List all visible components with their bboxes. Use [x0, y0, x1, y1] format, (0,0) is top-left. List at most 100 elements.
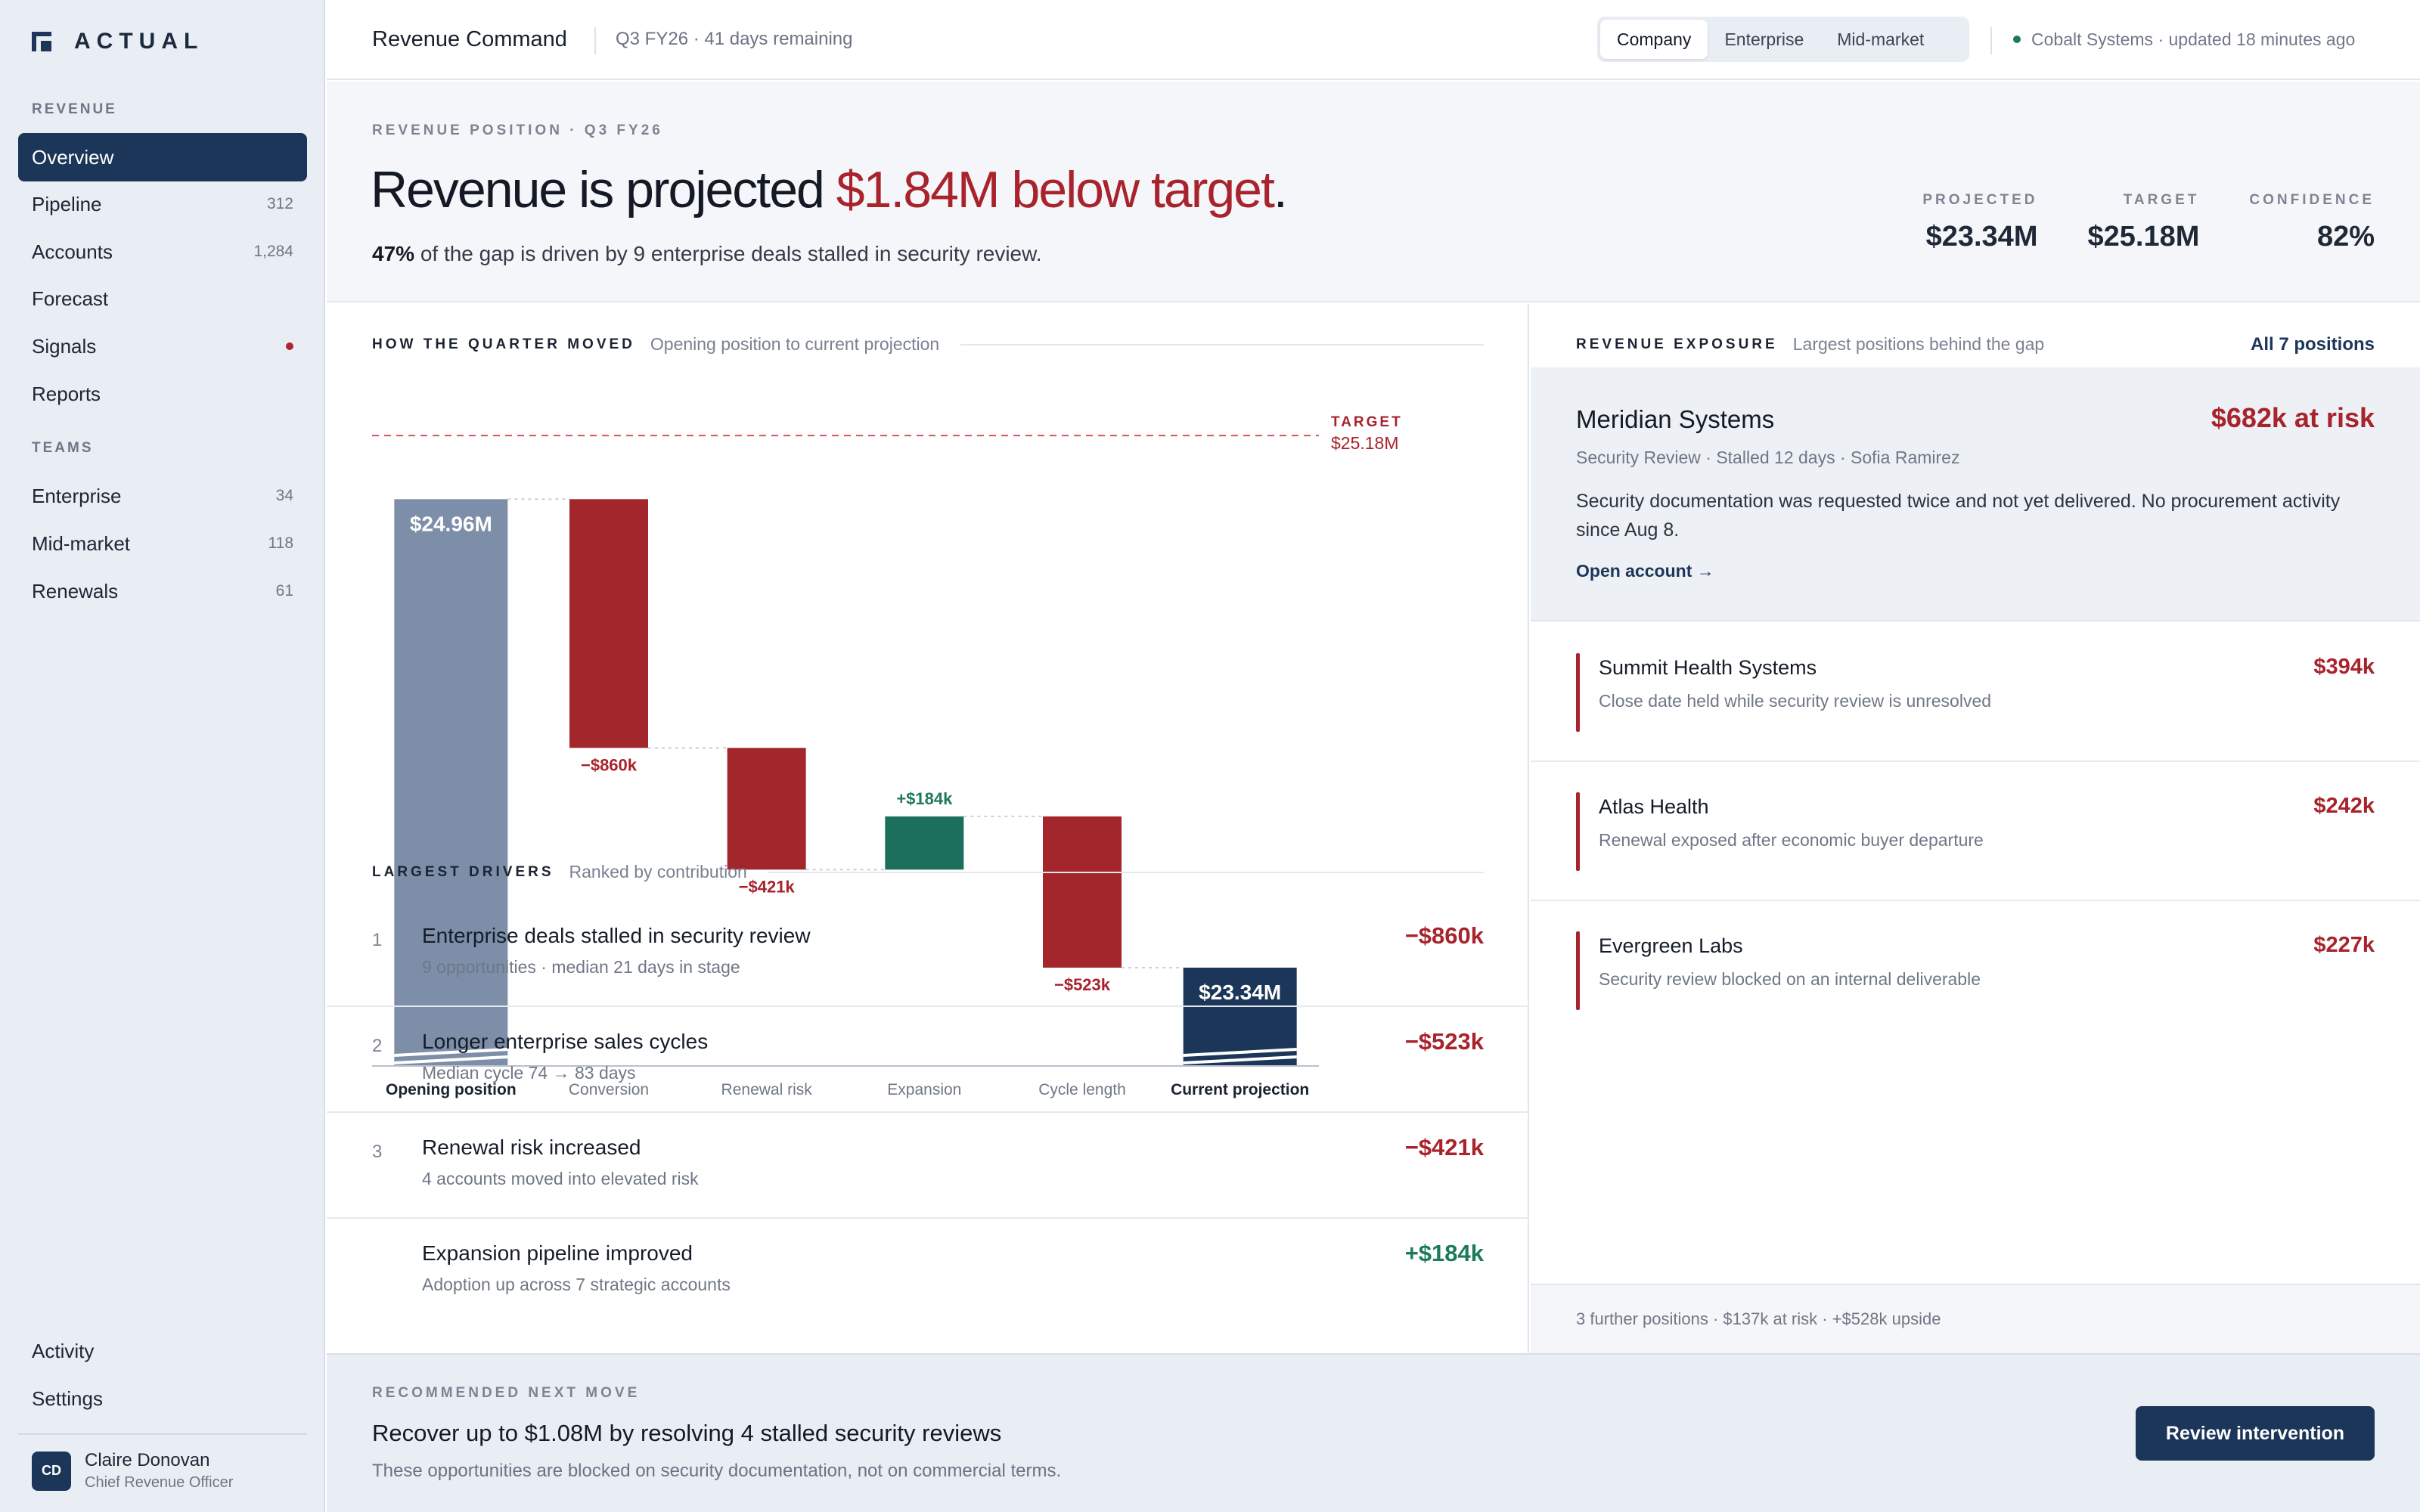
recommendation-bar: RECOMMENDED NEXT MOVE Recover up to $1.0…: [327, 1353, 2420, 1512]
axis-break-mark: [1183, 1055, 1297, 1064]
segment-enterprise[interactable]: Enterprise: [1724, 29, 1804, 49]
top-header: Revenue Command Q3 FY26 · 41 days remain…: [327, 0, 2420, 80]
sidebar-item-label: Activity: [32, 1339, 95, 1362]
exposure-subtitle: Largest positions behind the gap: [1792, 334, 2045, 354]
kpi-label: TARGET: [2123, 192, 2200, 208]
sidebar-item-label: Accounts: [32, 240, 113, 263]
kpi-projected: PROJECTED $23.34M: [1922, 192, 2037, 253]
driver-value: +$184k: [1404, 1240, 1484, 1266]
kpi-value: 82%: [2316, 221, 2375, 253]
header-divider: [1990, 27, 1992, 54]
position-value: $227k: [2313, 933, 2375, 957]
sidebar-item-count: 312: [266, 195, 293, 212]
segment-mid-market[interactable]: Mid-market: [1837, 29, 1925, 49]
waterfall-bar-1: [394, 499, 508, 1066]
driver-row[interactable]: 3 Renewal risk increased 4 accounts move…: [327, 1113, 1529, 1219]
position-name: Evergreen Labs: [1599, 934, 1743, 957]
position-value: $394k: [2313, 655, 2375, 679]
sidebar-item-enterprise[interactable]: Enterprise 34: [18, 472, 307, 520]
driver-title: Expansion pipeline improved: [422, 1241, 693, 1265]
drivers-subtitle: Ranked by contribution: [569, 862, 747, 881]
sidebar-item-settings[interactable]: Settings: [18, 1374, 307, 1423]
axis-break-mark: [394, 1048, 508, 1057]
revenue-exposure: REVENUE EXPOSURE Largest positions behin…: [1531, 304, 2420, 1353]
position-row[interactable]: Atlas Health Renewal exposed after econo…: [1531, 762, 2420, 901]
x-tick-label: Cycle length: [1038, 1081, 1126, 1098]
driver-detail: 9 opportunities · median 21 days in stag…: [422, 957, 740, 977]
further-positions-text: 3 further positions · $137k at risk · +$…: [1576, 1309, 1941, 1328]
driver-row[interactable]: Expansion pipeline improved Adoption up …: [327, 1219, 1529, 1325]
kpi-label: CONFIDENCE: [2249, 192, 2375, 208]
x-tick-label: Current projection: [1171, 1081, 1309, 1098]
target-label: TARGET: [1331, 414, 1403, 430]
driver-detail: Median cycle 74 → 83 days: [422, 1063, 636, 1083]
position-row[interactable]: Evergreen Labs Security review blocked o…: [1531, 901, 2420, 1040]
sidebar-item-activity[interactable]: Activity: [18, 1327, 307, 1375]
kpi-target: TARGET $25.18M: [2087, 192, 2199, 253]
subline-text: of the gap is driven by 9 enterprise dea…: [414, 242, 1042, 265]
sidebar-item-label: Renewals: [32, 579, 119, 603]
headline-suffix: .: [1273, 161, 1288, 218]
sidebar-item-label: Mid-market: [32, 531, 131, 555]
featured-account-name: Meridian Systems: [1576, 405, 1775, 433]
headline-prefix: Revenue is projected: [371, 161, 836, 218]
waterfall-title: HOW THE QUARTER MOVED: [372, 336, 635, 352]
driver-value: −$523k: [1404, 1028, 1484, 1055]
featured-risk-amount: $682k at risk: [2211, 402, 2375, 433]
sidebar-item-label: Signals: [32, 334, 97, 358]
recommendation-eyebrow: RECOMMENDED NEXT MOVE: [372, 1385, 641, 1401]
position-name: Atlas Health: [1599, 795, 1709, 818]
featured-position-card[interactable]: Meridian Systems $682k at risk Security …: [1531, 367, 2420, 621]
sidebar-item-label: Settings: [32, 1387, 103, 1410]
review-intervention-button[interactable]: Review intervention: [2136, 1406, 2375, 1461]
brand-logo[interactable]: ACTUAL: [32, 29, 203, 54]
driver-rank: 2: [372, 1036, 383, 1056]
user-role: Chief Revenue Officer: [85, 1474, 234, 1491]
data-label-6: $23.34M: [1199, 981, 1281, 1004]
kpi-confidence: CONFIDENCE 82%: [2249, 192, 2375, 253]
sidebar-divider: [18, 1433, 307, 1435]
x-tick-label: Opening position: [386, 1081, 517, 1098]
sidebar-item-reports[interactable]: Reports: [18, 370, 307, 418]
sidebar-item-count: 118: [268, 534, 293, 552]
driver-title: Renewal risk increased: [422, 1136, 641, 1159]
sidebar-item-label: Reports: [32, 382, 101, 405]
position-detail: Renewal exposed after economic buyer dep…: [1599, 830, 1984, 850]
driver-rank: 3: [372, 1142, 383, 1162]
revenue-position-hero: REVENUE POSITION · Q3 FY26 Revenue is pr…: [327, 82, 2420, 302]
sidebar-item-forecast[interactable]: Forecast: [18, 274, 307, 323]
sync-status: Cobalt Systems · updated 18 minutes ago: [2013, 29, 2355, 50]
hero-subline: 47% of the gap is driven by 9 enterprise…: [372, 242, 1042, 266]
all-positions-link[interactable]: All 7 positions: [2250, 334, 2375, 355]
segment-company[interactable]: Company: [1600, 20, 1708, 59]
data-label-3: −$421k: [739, 877, 796, 896]
driver-detail: Adoption up across 7 strategic accounts: [422, 1275, 731, 1294]
sidebar-item-label: Pipeline: [32, 192, 102, 215]
x-tick-label: Expansion: [887, 1081, 961, 1098]
driver-value: −$421k: [1404, 1134, 1484, 1160]
header-divider: [594, 27, 596, 54]
driver-detail: 4 accounts moved into elevated risk: [422, 1169, 699, 1188]
recommendation-detail: These opportunities are blocked on secur…: [372, 1461, 1062, 1481]
sidebar-item-signals[interactable]: Signals: [18, 322, 307, 370]
sidebar-item-accounts[interactable]: Accounts 1,284: [18, 228, 307, 276]
position-row[interactable]: Summit Health Systems Close date held wh…: [1531, 623, 2420, 762]
data-label-5: −$523k: [1054, 975, 1111, 994]
sidebar-item-pipeline[interactable]: Pipeline 312: [18, 180, 307, 228]
featured-description: Security documentation was requested twi…: [1576, 491, 2341, 541]
alert-dot-icon: [286, 342, 293, 350]
kpi-label: PROJECTED: [1922, 192, 2038, 208]
driver-row[interactable]: 1 Enterprise deals stalled in security r…: [327, 901, 1529, 1007]
waterfall-chart-area: TARGET $25.18M $24.96M −$860k −$421k +$184k −$…: [327, 372, 1529, 1113]
user-profile[interactable]: CD Claire Donovan Chief Revenue Officer: [32, 1450, 233, 1492]
driver-row[interactable]: 2 Longer enterprise sales cycles Median …: [327, 1007, 1529, 1113]
driver-title: Longer enterprise sales cycles: [422, 1030, 709, 1053]
x-tick-label: Renewal risk: [721, 1081, 813, 1098]
sidebar-item-overview[interactable]: Overview: [18, 133, 307, 181]
sidebar-item-label: Enterprise: [32, 484, 122, 507]
open-account-link[interactable]: Open account →: [1576, 561, 1714, 581]
sidebar-item-renewals[interactable]: Renewals 61: [18, 567, 307, 615]
hero-eyebrow: REVENUE POSITION · Q3 FY26: [372, 122, 663, 138]
sidebar-section-teams: TEAMS: [32, 440, 94, 456]
sidebar-item-mid-market[interactable]: Mid-market 118: [18, 519, 307, 568]
